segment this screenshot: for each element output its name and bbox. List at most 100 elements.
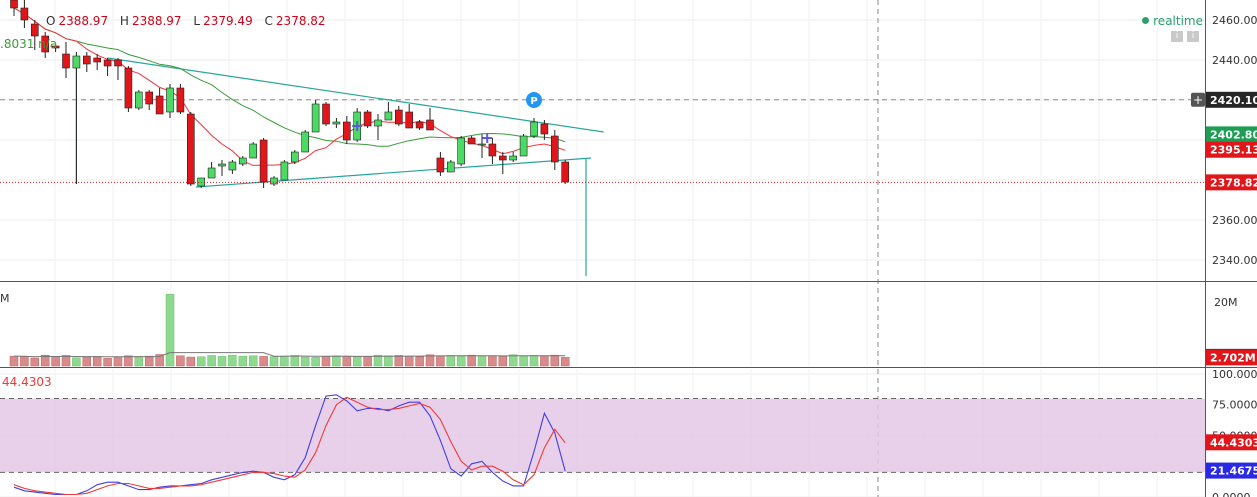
candle-up bbox=[530, 121, 538, 137]
pin-label: P bbox=[530, 96, 537, 107]
grid bbox=[0, 0, 1205, 497]
volume-bar bbox=[477, 355, 487, 367]
stochastic-tick-label: 100.0000 bbox=[1212, 368, 1257, 381]
candle-up bbox=[166, 87, 174, 113]
volume-bars bbox=[9, 293, 570, 367]
volume-bar bbox=[488, 355, 497, 367]
candles bbox=[10, 0, 570, 188]
volume-bar bbox=[519, 355, 528, 367]
volume-bar bbox=[124, 355, 133, 367]
candle-up bbox=[218, 163, 226, 167]
volume-bar bbox=[300, 356, 310, 367]
candle-down bbox=[436, 157, 445, 173]
volume-bar bbox=[9, 355, 19, 367]
volume-bar bbox=[373, 354, 383, 367]
price-label-box bbox=[1206, 126, 1257, 143]
volume-bar bbox=[72, 357, 81, 367]
price-label: 2420.10 bbox=[1210, 94, 1257, 107]
volume-bar bbox=[176, 355, 185, 367]
volume-bar bbox=[228, 354, 237, 367]
open-key: O bbox=[46, 14, 56, 28]
candle-up bbox=[290, 151, 299, 163]
volume-bar bbox=[446, 355, 456, 367]
volume-bar bbox=[103, 358, 112, 367]
ohlc-legend: O 2388.97 H 2388.97 L 2379.49 C 2378.82 bbox=[38, 14, 326, 28]
volume-bar bbox=[321, 356, 331, 367]
candle-up bbox=[270, 177, 278, 185]
candle-down bbox=[155, 95, 164, 115]
price-label: 2378.82 bbox=[1210, 176, 1257, 189]
volume-bar bbox=[82, 356, 92, 367]
volume-bar bbox=[332, 355, 341, 367]
candle-down bbox=[30, 23, 39, 37]
candle-down bbox=[83, 55, 91, 65]
volume-bar bbox=[363, 356, 372, 367]
volume-bar bbox=[186, 356, 196, 367]
volume-bar bbox=[217, 356, 227, 367]
candle-down bbox=[405, 111, 414, 129]
stochastic-tick-label: 75.0000 bbox=[1212, 399, 1257, 412]
add-alert-button bbox=[1191, 92, 1205, 107]
volume-bar bbox=[436, 355, 445, 367]
add-alert-label: + bbox=[1193, 93, 1203, 107]
volume-average-line bbox=[13, 352, 566, 358]
stochastic-k-line bbox=[13, 394, 566, 496]
price-tick-label: 2340.00 bbox=[1212, 254, 1257, 267]
pin-marker bbox=[526, 92, 542, 108]
value-labels: 2420.102402.802395.132378.822.858M2.702M… bbox=[0, 91, 1257, 479]
candle-down bbox=[114, 59, 122, 67]
candle-down bbox=[10, 0, 18, 9]
candle-up bbox=[135, 91, 143, 109]
ma-fast-line bbox=[13, 7, 566, 166]
candle-down bbox=[103, 59, 112, 67]
volume-bar bbox=[425, 354, 435, 367]
candle-down bbox=[93, 57, 101, 63]
volume-bar bbox=[415, 356, 424, 367]
price-tick-label: 2440.00 bbox=[1212, 54, 1257, 67]
open-value: 2388.97 bbox=[58, 14, 109, 28]
stochastic-d-line bbox=[13, 396, 566, 496]
candle-down bbox=[363, 111, 372, 127]
realtime-indicator: realtime bbox=[1142, 14, 1203, 28]
realtime-label: realtime bbox=[1153, 14, 1203, 28]
info-icon[interactable]: i bbox=[1171, 31, 1183, 42]
volume-bar bbox=[560, 357, 570, 367]
candle-down bbox=[20, 7, 29, 21]
volume-bar bbox=[259, 356, 268, 367]
candle-up bbox=[384, 111, 393, 121]
volume-bar bbox=[311, 357, 320, 367]
close-value: 2378.82 bbox=[275, 14, 326, 28]
stochastic-label: 21.4675 bbox=[1210, 465, 1257, 478]
info-icon-secondary[interactable]: i bbox=[1187, 31, 1199, 42]
stochastic-band bbox=[0, 398, 1205, 473]
high-key: H bbox=[119, 14, 129, 28]
volume-bar bbox=[155, 354, 164, 367]
candle-up bbox=[478, 143, 486, 146]
volume-bar bbox=[134, 356, 144, 367]
candle-up bbox=[249, 143, 257, 159]
candle-down bbox=[488, 143, 497, 157]
price-axis[interactable]: 2340.002360.002400.002440.002460.0020M0.… bbox=[1212, 14, 1257, 497]
volume-label: 2.702M bbox=[1210, 351, 1256, 364]
candle-down bbox=[322, 103, 330, 125]
volume-bar bbox=[540, 355, 549, 367]
volume-label-box bbox=[1206, 349, 1257, 366]
candle-down bbox=[145, 91, 153, 105]
stochastic-legend-value: 44.4303 bbox=[2, 375, 52, 389]
volume-bar bbox=[529, 355, 539, 367]
candle-up bbox=[72, 55, 81, 69]
candle-up bbox=[311, 103, 320, 133]
realtime-dot bbox=[1142, 17, 1150, 24]
volume-bar bbox=[352, 356, 362, 367]
volume-bar bbox=[456, 356, 466, 367]
candle-up bbox=[207, 167, 216, 179]
candle-down bbox=[561, 161, 570, 183]
volume-bar bbox=[498, 356, 508, 367]
ma-legend: .8031 n/a bbox=[0, 37, 58, 51]
stochastic-label: 44.4303 bbox=[1210, 436, 1257, 449]
volume-bar bbox=[384, 355, 393, 367]
candle-down bbox=[550, 135, 559, 163]
volume-bar bbox=[238, 355, 248, 367]
candle-up bbox=[301, 131, 310, 153]
